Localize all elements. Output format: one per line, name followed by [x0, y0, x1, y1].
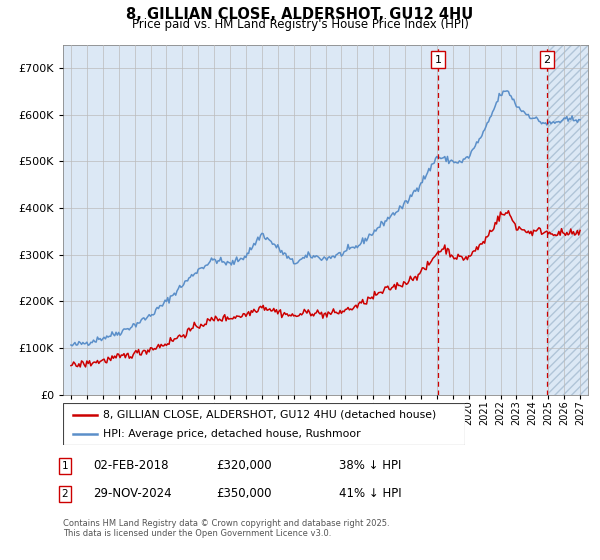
Bar — [547, 45, 588, 395]
FancyBboxPatch shape — [63, 403, 465, 445]
Text: Price paid vs. HM Land Registry's House Price Index (HPI): Price paid vs. HM Land Registry's House … — [131, 18, 469, 31]
Text: 1: 1 — [434, 55, 442, 64]
Text: Contains HM Land Registry data © Crown copyright and database right 2025.: Contains HM Land Registry data © Crown c… — [63, 519, 389, 528]
Text: This data is licensed under the Open Government Licence v3.0.: This data is licensed under the Open Gov… — [63, 529, 331, 538]
Text: HPI: Average price, detached house, Rushmoor: HPI: Average price, detached house, Rush… — [103, 429, 361, 439]
Text: £320,000: £320,000 — [216, 459, 272, 473]
Text: 8, GILLIAN CLOSE, ALDERSHOT, GU12 4HU: 8, GILLIAN CLOSE, ALDERSHOT, GU12 4HU — [127, 7, 473, 22]
Text: 29-NOV-2024: 29-NOV-2024 — [93, 487, 172, 501]
Text: 38% ↓ HPI: 38% ↓ HPI — [339, 459, 401, 473]
Text: 2: 2 — [61, 489, 68, 499]
Text: £350,000: £350,000 — [216, 487, 271, 501]
Text: 41% ↓ HPI: 41% ↓ HPI — [339, 487, 401, 501]
Text: 8, GILLIAN CLOSE, ALDERSHOT, GU12 4HU (detached house): 8, GILLIAN CLOSE, ALDERSHOT, GU12 4HU (d… — [103, 409, 436, 419]
Text: 1: 1 — [61, 461, 68, 471]
Text: 02-FEB-2018: 02-FEB-2018 — [93, 459, 169, 473]
Text: 2: 2 — [543, 55, 550, 64]
